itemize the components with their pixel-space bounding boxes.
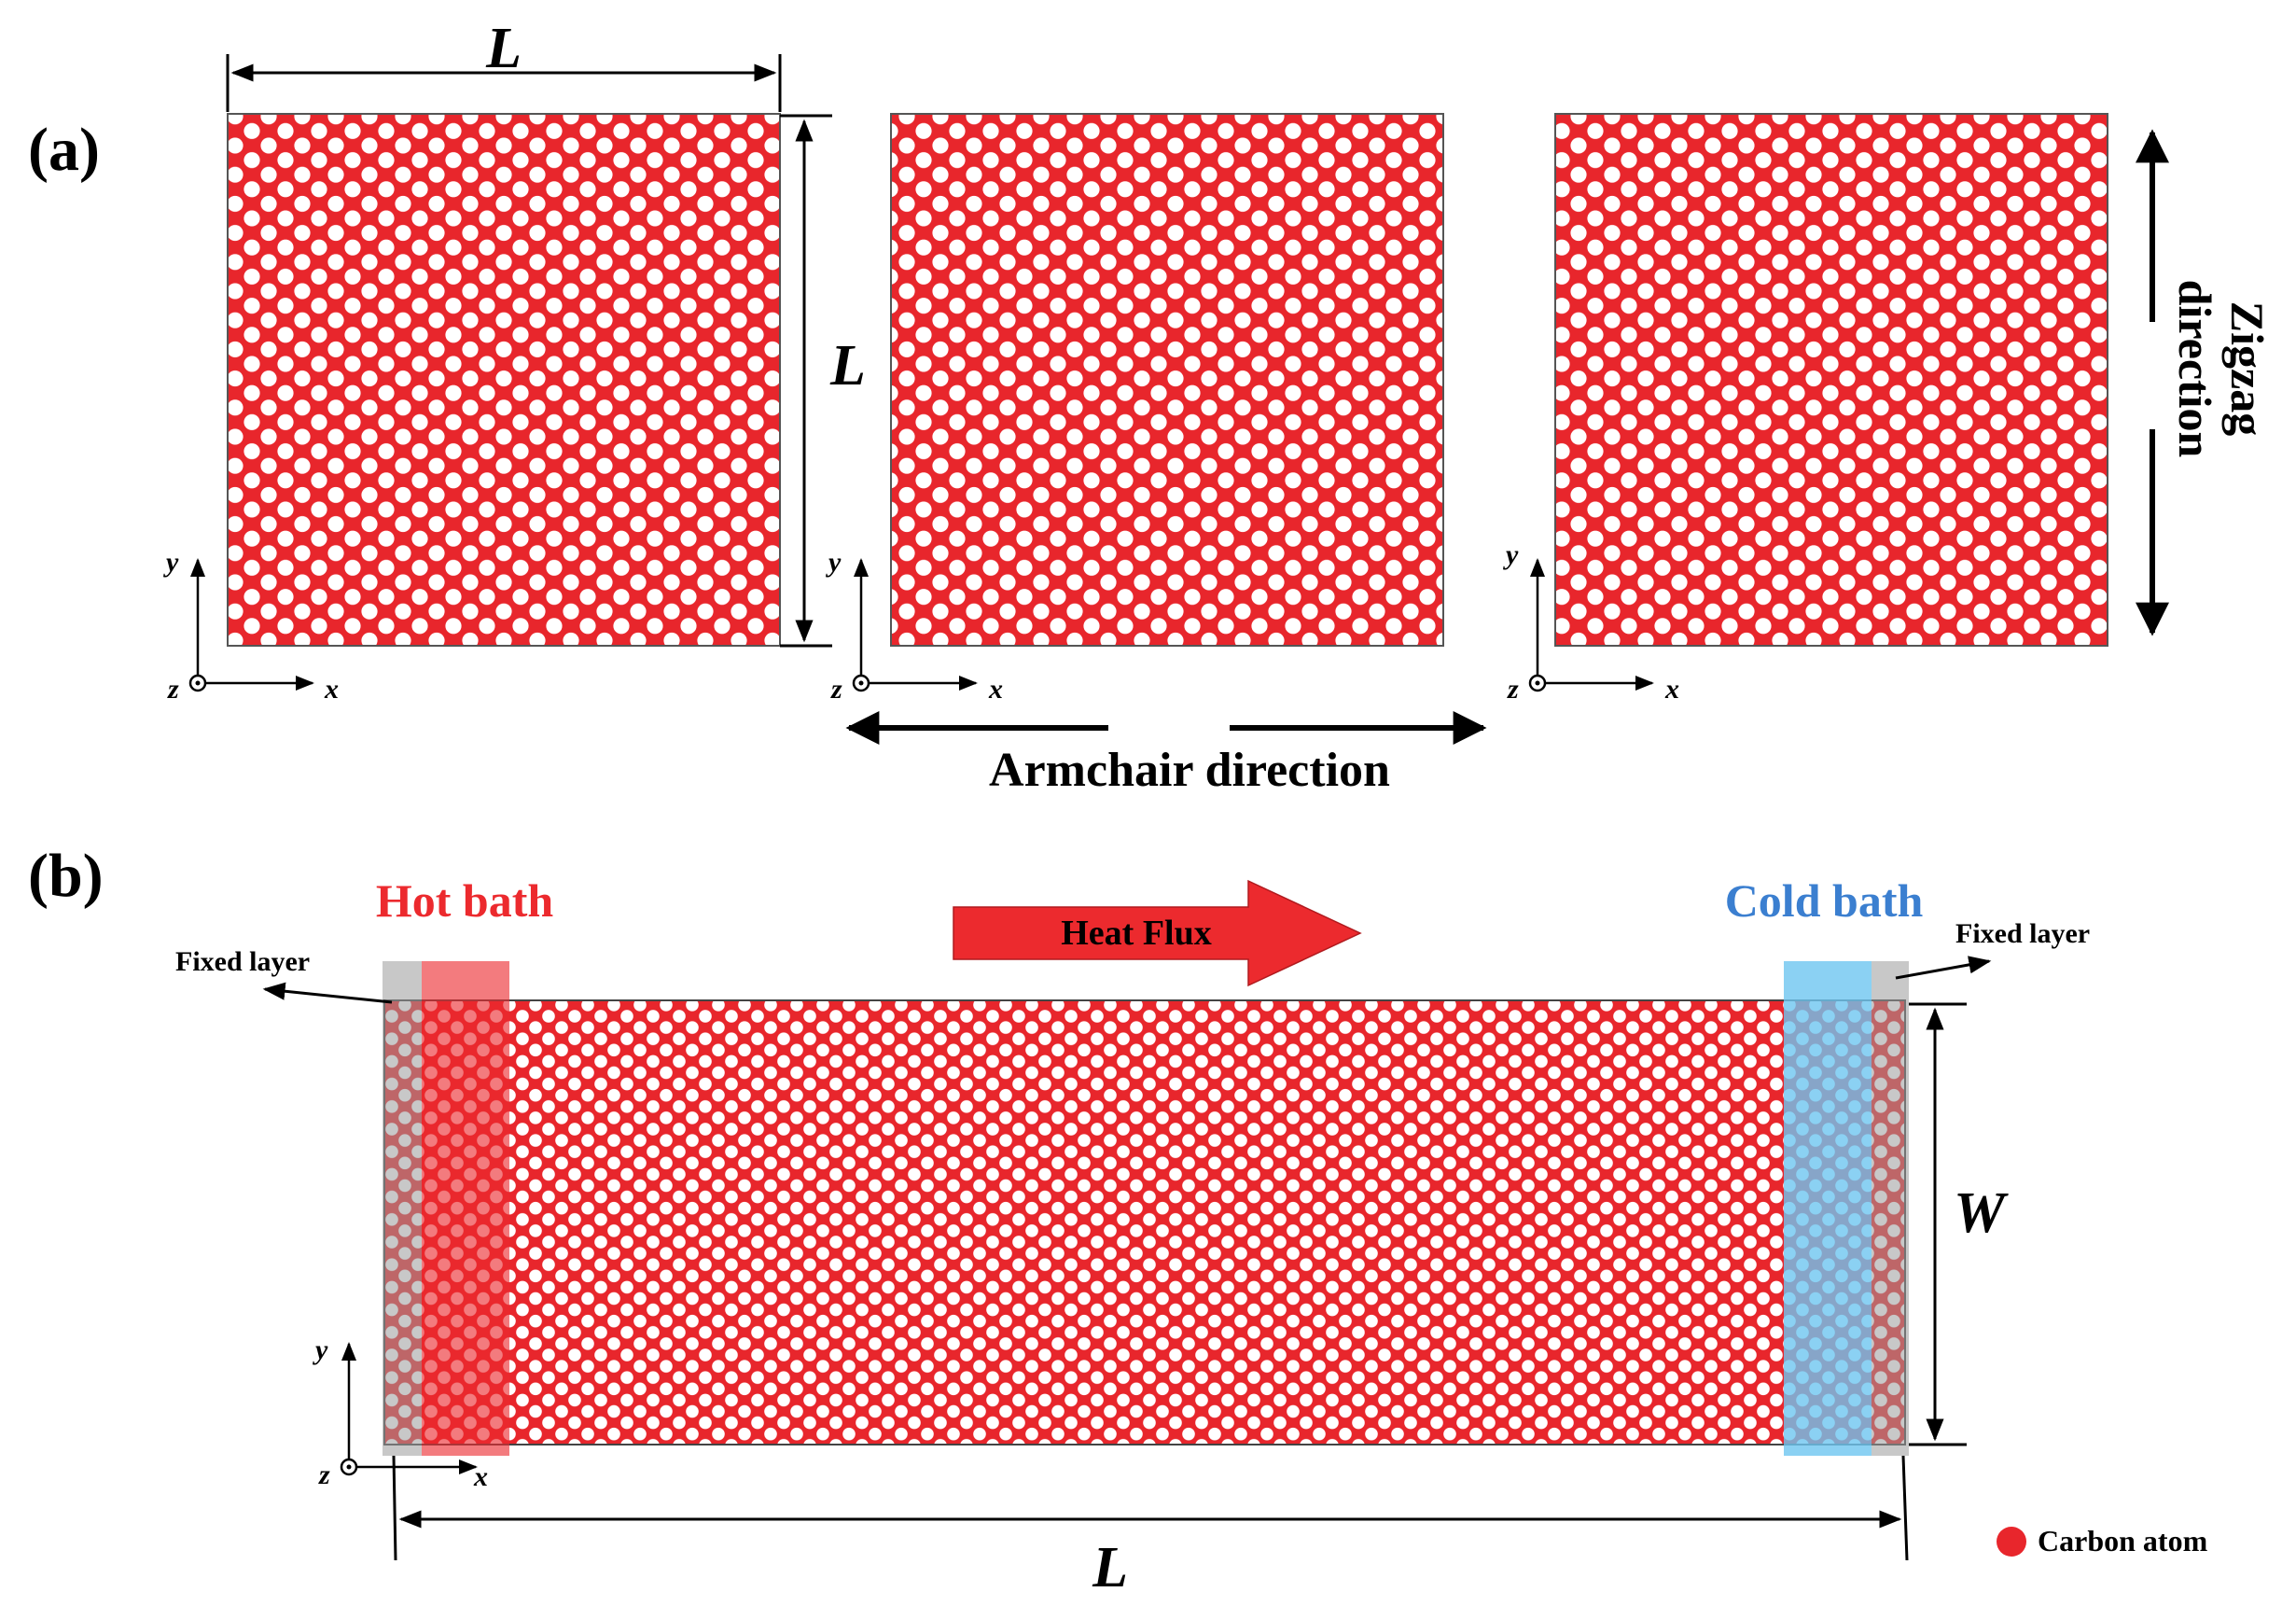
panel-b-label: (b)	[28, 842, 104, 910]
axis-z-label-1: z	[167, 674, 179, 705]
graphene-sheet-2	[890, 113, 1444, 647]
fixed-layer-left-region	[383, 961, 422, 1456]
axes-icon-2	[852, 558, 978, 692]
heat-flux-label: Heat Flux	[1061, 914, 1211, 953]
hot-bath-region	[422, 961, 509, 1456]
axis-x-label-2: x	[988, 674, 1003, 705]
dimension-width-side	[780, 114, 832, 648]
axis-y-label-3: y	[1503, 539, 1519, 570]
axis-y-label-2: y	[826, 547, 842, 578]
cold-bath-label: Cold bath	[1725, 874, 1924, 927]
axis-z-label-b: z	[318, 1459, 330, 1490]
dimension-width-b-label: W	[1954, 1181, 2009, 1245]
panel-a: (a) L L y x z	[28, 17, 2274, 797]
axis-z-label-2: z	[830, 674, 842, 705]
heat-flux-arrow	[953, 879, 1362, 987]
axis-x-label-3: x	[1664, 674, 1679, 705]
carbon-atom-legend-icon	[1997, 1527, 2026, 1557]
dimension-width-label: L	[829, 334, 866, 398]
graphene-ribbon	[383, 999, 1906, 1445]
axes-icon-b	[340, 1342, 478, 1476]
fixed-layer-right-label: Fixed layer	[1955, 918, 2090, 949]
fixed-layer-right-region	[1872, 961, 1909, 1456]
zigzag-direction-label-line1: Zigzag	[2221, 301, 2274, 436]
dimension-length-b-label: L	[1092, 1536, 1128, 1599]
axes-icon-1	[188, 558, 314, 692]
graphene-sheet-3	[1554, 113, 2108, 647]
fixed-layer-left-pointer	[262, 982, 393, 1004]
fixed-layer-right-pointer	[1895, 956, 1992, 980]
dimension-length-top	[226, 54, 782, 112]
dimension-length-b	[392, 1455, 1909, 1561]
axis-y-label-1: y	[163, 547, 179, 578]
panel-b: (b) Hot bath Cold bath Heat Flux Fixed l…	[28, 842, 2208, 1599]
fixed-layer-left-label: Fixed layer	[175, 946, 310, 977]
axis-z-label-3: z	[1507, 674, 1519, 705]
carbon-atom-legend-label: Carbon atom	[2038, 1524, 2208, 1557]
axis-x-label-b: x	[473, 1461, 488, 1492]
cold-bath-region	[1784, 961, 1872, 1456]
hot-bath-label: Hot bath	[376, 874, 554, 927]
graphene-sheet-1	[227, 113, 781, 647]
panel-a-label: (a)	[28, 116, 100, 184]
armchair-direction-label: Armchair direction	[989, 744, 1390, 797]
axis-x-label-1: x	[324, 674, 339, 705]
dimension-length-label: L	[485, 17, 522, 80]
zigzag-direction-label-line2: direction	[2169, 280, 2221, 458]
axis-y-label-b: y	[313, 1334, 328, 1365]
axes-icon-3	[1528, 558, 1654, 692]
dimension-width-b	[1909, 1002, 1967, 1446]
